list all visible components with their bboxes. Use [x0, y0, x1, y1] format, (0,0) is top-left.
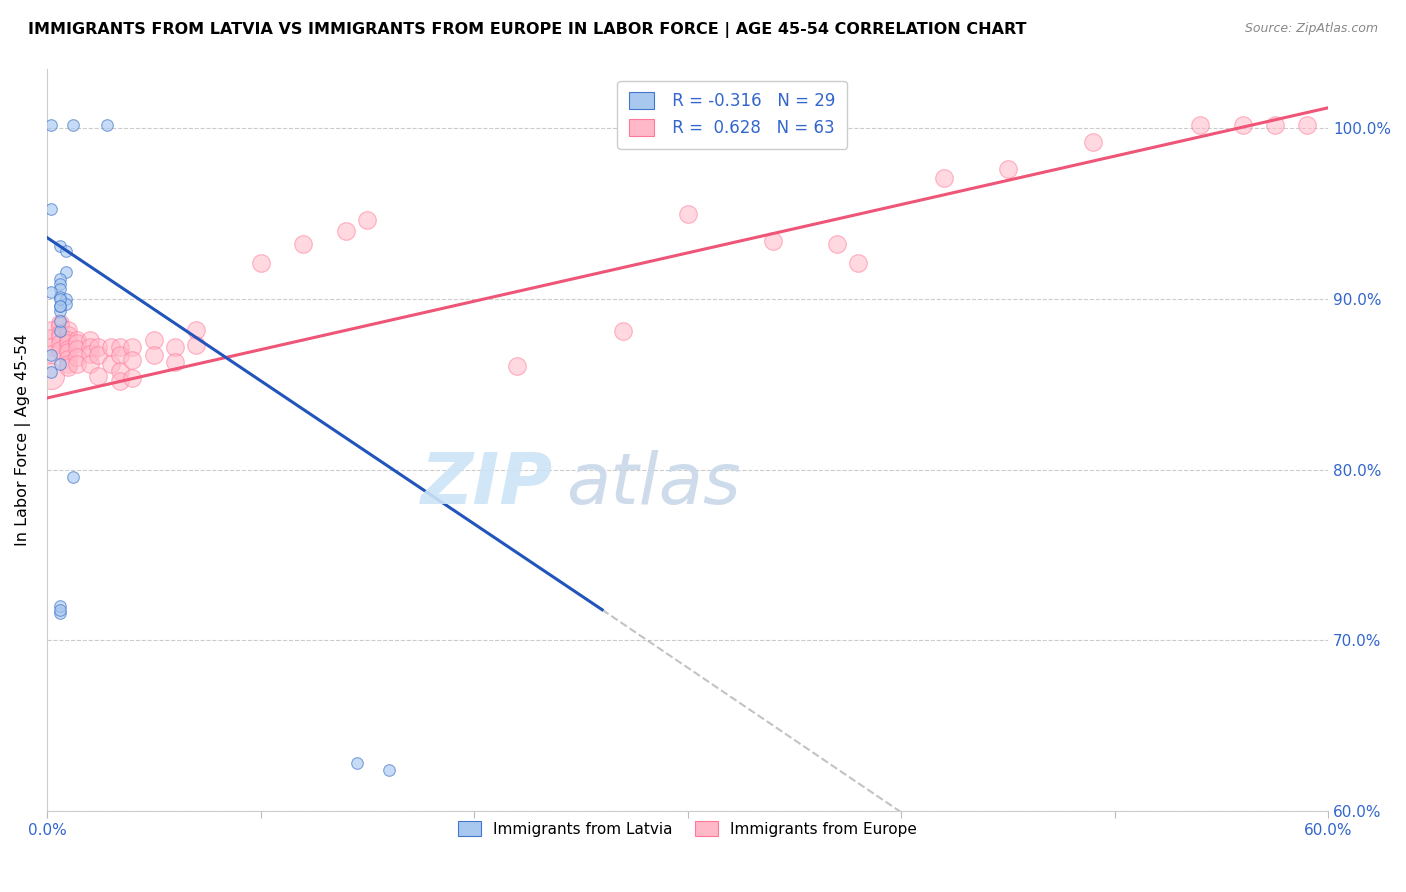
Point	[1232, 118, 1254, 132]
Point	[62, 469, 84, 483]
Point	[58, 327, 80, 342]
Point	[49, 326, 72, 340]
Legend: Immigrants from Latvia, Immigrants from Europe: Immigrants from Latvia, Immigrants from …	[450, 814, 925, 845]
Point	[108, 374, 131, 388]
Point	[1264, 118, 1286, 132]
Point	[58, 345, 80, 359]
Point	[49, 606, 72, 620]
Point	[49, 599, 72, 614]
Point	[39, 285, 62, 300]
Point	[58, 323, 80, 337]
Point	[762, 234, 785, 248]
Point	[100, 340, 122, 354]
Text: Source: ZipAtlas.com: Source: ZipAtlas.com	[1244, 22, 1378, 36]
Point	[356, 213, 378, 227]
Point	[66, 357, 89, 371]
Point	[142, 333, 165, 347]
Point	[79, 340, 101, 354]
Point	[49, 343, 72, 358]
Point	[49, 282, 72, 296]
Point	[165, 355, 187, 369]
Point	[58, 342, 80, 356]
Point	[1189, 118, 1212, 132]
Point	[49, 271, 72, 285]
Point	[249, 256, 271, 270]
Point	[55, 297, 77, 311]
Point	[58, 336, 80, 351]
Point	[932, 170, 955, 185]
Point	[66, 333, 89, 347]
Point	[49, 299, 72, 313]
Point	[676, 207, 699, 221]
Point	[39, 202, 62, 216]
Point	[66, 342, 89, 356]
Point	[108, 364, 131, 378]
Point	[1295, 118, 1317, 132]
Point	[121, 340, 143, 354]
Point	[55, 265, 77, 279]
Point	[346, 756, 368, 771]
Point	[49, 304, 72, 318]
Point	[39, 346, 62, 360]
Point	[79, 346, 101, 360]
Point	[79, 357, 101, 371]
Point	[49, 325, 72, 339]
Point	[165, 340, 187, 354]
Point	[55, 244, 77, 259]
Text: ZIP: ZIP	[420, 450, 553, 519]
Point	[108, 348, 131, 362]
Point	[49, 316, 72, 330]
Point	[377, 763, 399, 777]
Point	[39, 323, 62, 337]
Point	[58, 360, 80, 375]
Point	[62, 118, 84, 132]
Point	[49, 239, 72, 253]
Point	[186, 338, 208, 352]
Point	[49, 314, 72, 328]
Point	[335, 224, 357, 238]
Point	[58, 357, 80, 371]
Point	[55, 292, 77, 306]
Point	[49, 357, 72, 371]
Point	[49, 292, 72, 306]
Y-axis label: In Labor Force | Age 45-54: In Labor Force | Age 45-54	[15, 334, 31, 546]
Text: IMMIGRANTS FROM LATVIA VS IMMIGRANTS FROM EUROPE IN LABOR FORCE | AGE 45-54 CORR: IMMIGRANTS FROM LATVIA VS IMMIGRANTS FRO…	[28, 22, 1026, 38]
Point	[292, 237, 315, 252]
Point	[66, 336, 89, 351]
Point	[49, 329, 72, 343]
Point	[49, 290, 72, 304]
Point	[39, 368, 62, 383]
Point	[49, 603, 72, 617]
Point	[612, 325, 634, 339]
Point	[87, 348, 110, 362]
Point	[997, 162, 1019, 177]
Point	[186, 323, 208, 337]
Point	[39, 118, 62, 132]
Point	[108, 340, 131, 354]
Point	[121, 353, 143, 368]
Point	[39, 348, 62, 362]
Point	[49, 336, 72, 351]
Point	[87, 368, 110, 383]
Point	[848, 256, 870, 270]
Point	[49, 319, 72, 334]
Text: atlas: atlas	[565, 450, 741, 519]
Point	[58, 351, 80, 366]
Point	[66, 350, 89, 364]
Point	[79, 333, 101, 347]
Point	[142, 348, 165, 362]
Point	[121, 370, 143, 384]
Point	[49, 277, 72, 291]
Point	[1083, 135, 1105, 149]
Point	[825, 237, 848, 252]
Point	[39, 340, 62, 354]
Point	[96, 118, 118, 132]
Point	[100, 357, 122, 371]
Point	[49, 299, 72, 313]
Point	[506, 359, 529, 373]
Point	[87, 340, 110, 354]
Point	[39, 331, 62, 345]
Point	[39, 366, 62, 380]
Point	[58, 333, 80, 347]
